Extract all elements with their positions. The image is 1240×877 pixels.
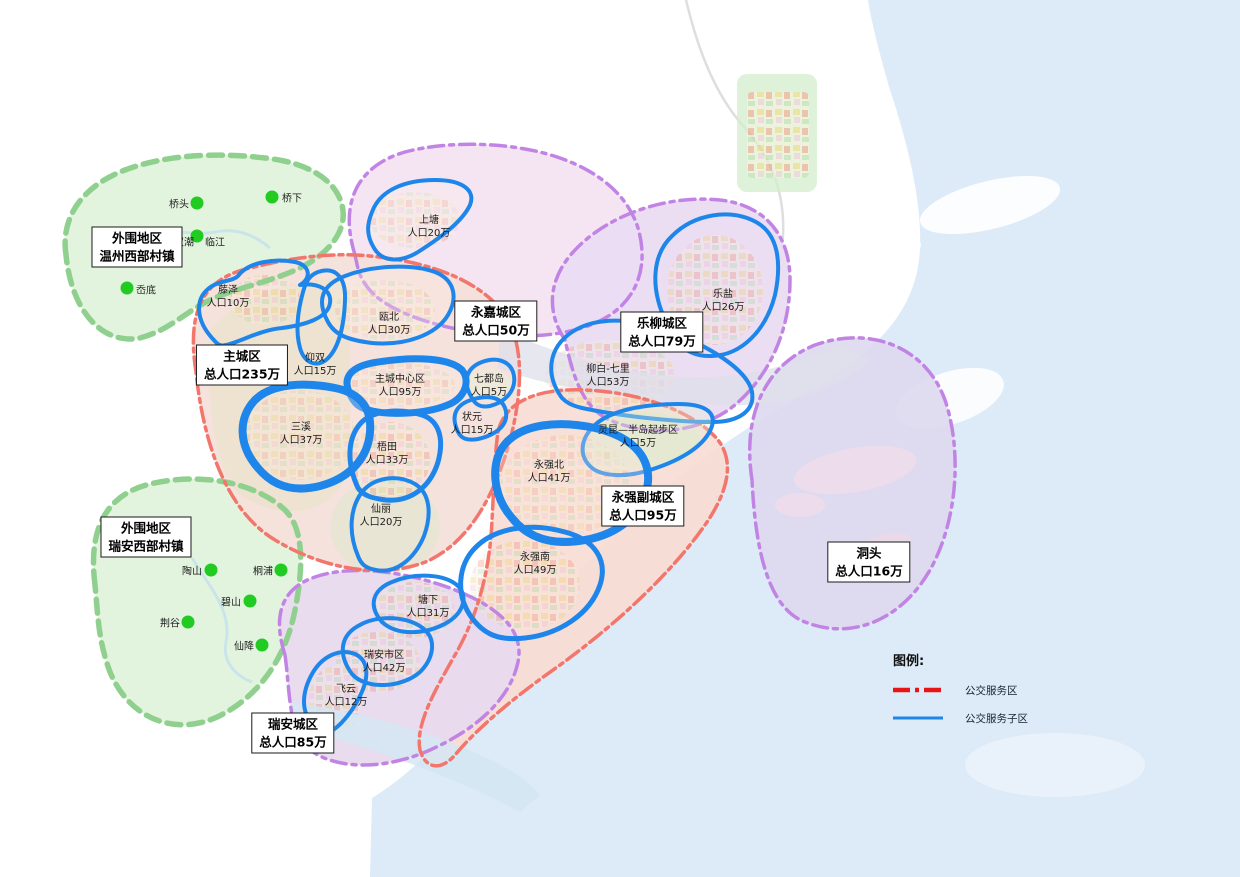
legend-item-label: 公交服务子区 (965, 712, 1028, 725)
legend-title: 图例: (893, 654, 925, 669)
outer-area-name: 外围地区 (120, 520, 172, 536)
label-box-dongtou: 洞头 总人口16万 (827, 541, 911, 583)
subarea-sanxi (238, 380, 375, 493)
town-label: 双潮 (174, 237, 194, 249)
label-box-outer-ruian: 外围地区 瑞安西部村镇 (100, 516, 192, 558)
subarea-qidudao (464, 357, 517, 409)
subarea-tengze (197, 258, 333, 348)
outer-wenzhou-west-boundary (62, 152, 346, 342)
service-area-name: 永嘉城区 (470, 304, 521, 320)
town-dot-aodi (120, 281, 134, 295)
town-label: 荆谷 (160, 618, 180, 630)
legend-dashdot-red-line (893, 687, 943, 693)
outer-area-name: 温州西部村镇 (99, 248, 175, 263)
legend-solid-blue-line (893, 716, 943, 720)
town-dot-qiaoxia (265, 190, 279, 204)
town-label: 碧山 (221, 597, 241, 609)
label-box-outer-wenzhou: 外围地区 温州西部村镇 (91, 226, 183, 268)
town-label: 桥下 (282, 193, 302, 205)
subarea-zhuangyuan (452, 395, 509, 442)
subarea-leyan (653, 212, 781, 359)
town-dot-taoshan (204, 563, 218, 577)
service-area-name: 瑞安城区 (267, 716, 318, 732)
legend-item-subarea: 公交服务子区 (893, 712, 1133, 725)
town-label: 陶山 (182, 566, 202, 578)
outer-area-name: 外围地区 (111, 230, 163, 246)
zhucheng-boundary (191, 253, 522, 573)
subarea-xianli (349, 476, 431, 573)
subarea-yangshuang (295, 268, 348, 366)
subarea-wutian (347, 408, 444, 503)
town-dot-bishan (243, 594, 257, 608)
yongjia-boundary (347, 142, 644, 338)
subarea-yongqiang-south (458, 524, 605, 642)
town-label: 仙降 (234, 641, 254, 653)
legend-item-label: 公交服务区 (965, 684, 1018, 697)
outer-ruian-west-boundary (90, 476, 304, 728)
service-area-name: 永强副城区 (611, 489, 675, 505)
dongtou-boundary (747, 336, 957, 631)
faded-town-patch (737, 74, 817, 192)
town-label: 岙底 (136, 285, 156, 297)
subarea-liubai-qili (549, 318, 755, 424)
town-label: 桥头 (169, 199, 189, 211)
service-area-total: 总人口235万 (203, 366, 281, 381)
label-box-yongjia: 永嘉城区 总人口50万 (454, 300, 538, 342)
town-dot-jinggu (181, 615, 195, 629)
service-area-name: 洞头 (856, 545, 882, 561)
subarea-shangtang (366, 178, 474, 262)
service-area-name: 主城区 (223, 348, 261, 364)
town-label: 桐浦 (253, 566, 273, 578)
town-dot-tongpu (274, 563, 288, 577)
label-box-leliu: 乐柳城区 总人口79万 (620, 311, 704, 353)
label-box-ruian: 瑞安城区 总人口85万 (251, 712, 335, 754)
town-dot-linjiang (190, 229, 204, 243)
label-box-zhucheng: 主城区 总人口235万 (195, 344, 289, 386)
outer-area-boundaries (62, 152, 346, 728)
label-box-yongqiang: 永强副城区 总人口95万 (601, 485, 685, 527)
legend: 图例: 公交服务区 公交服务子区 (893, 650, 1133, 741)
service-area-total: 总人口50万 (462, 322, 530, 337)
service-area-total: 总人口16万 (835, 563, 903, 578)
town-dot-xianjiang (255, 638, 269, 652)
town-dot-qiaotou (190, 196, 204, 210)
service-area-total: 总人口95万 (609, 507, 677, 522)
legend-item-service-area: 公交服务区 (893, 684, 1133, 697)
service-area-total: 总人口79万 (628, 333, 696, 348)
service-area-total: 总人口85万 (259, 734, 327, 749)
town-label: 临江 (205, 237, 225, 249)
service-area-name: 乐柳城区 (636, 315, 687, 331)
subarea-ruian-urban (341, 616, 434, 687)
leliu-boundary (550, 197, 792, 433)
sea-islands (869, 175, 1145, 797)
outer-area-name: 瑞安西部村镇 (108, 538, 184, 553)
